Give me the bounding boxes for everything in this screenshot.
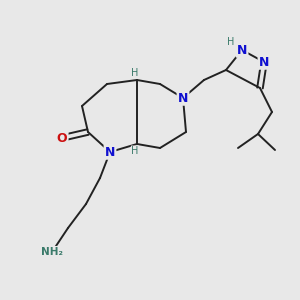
Text: N: N (105, 146, 115, 158)
Text: H: H (131, 146, 139, 156)
Text: H: H (131, 68, 139, 78)
Text: N: N (178, 92, 188, 104)
Text: N: N (237, 44, 247, 56)
Text: NH₂: NH₂ (41, 247, 63, 257)
Text: H: H (226, 37, 234, 47)
Text: O: O (57, 131, 67, 145)
Text: N: N (259, 56, 269, 68)
